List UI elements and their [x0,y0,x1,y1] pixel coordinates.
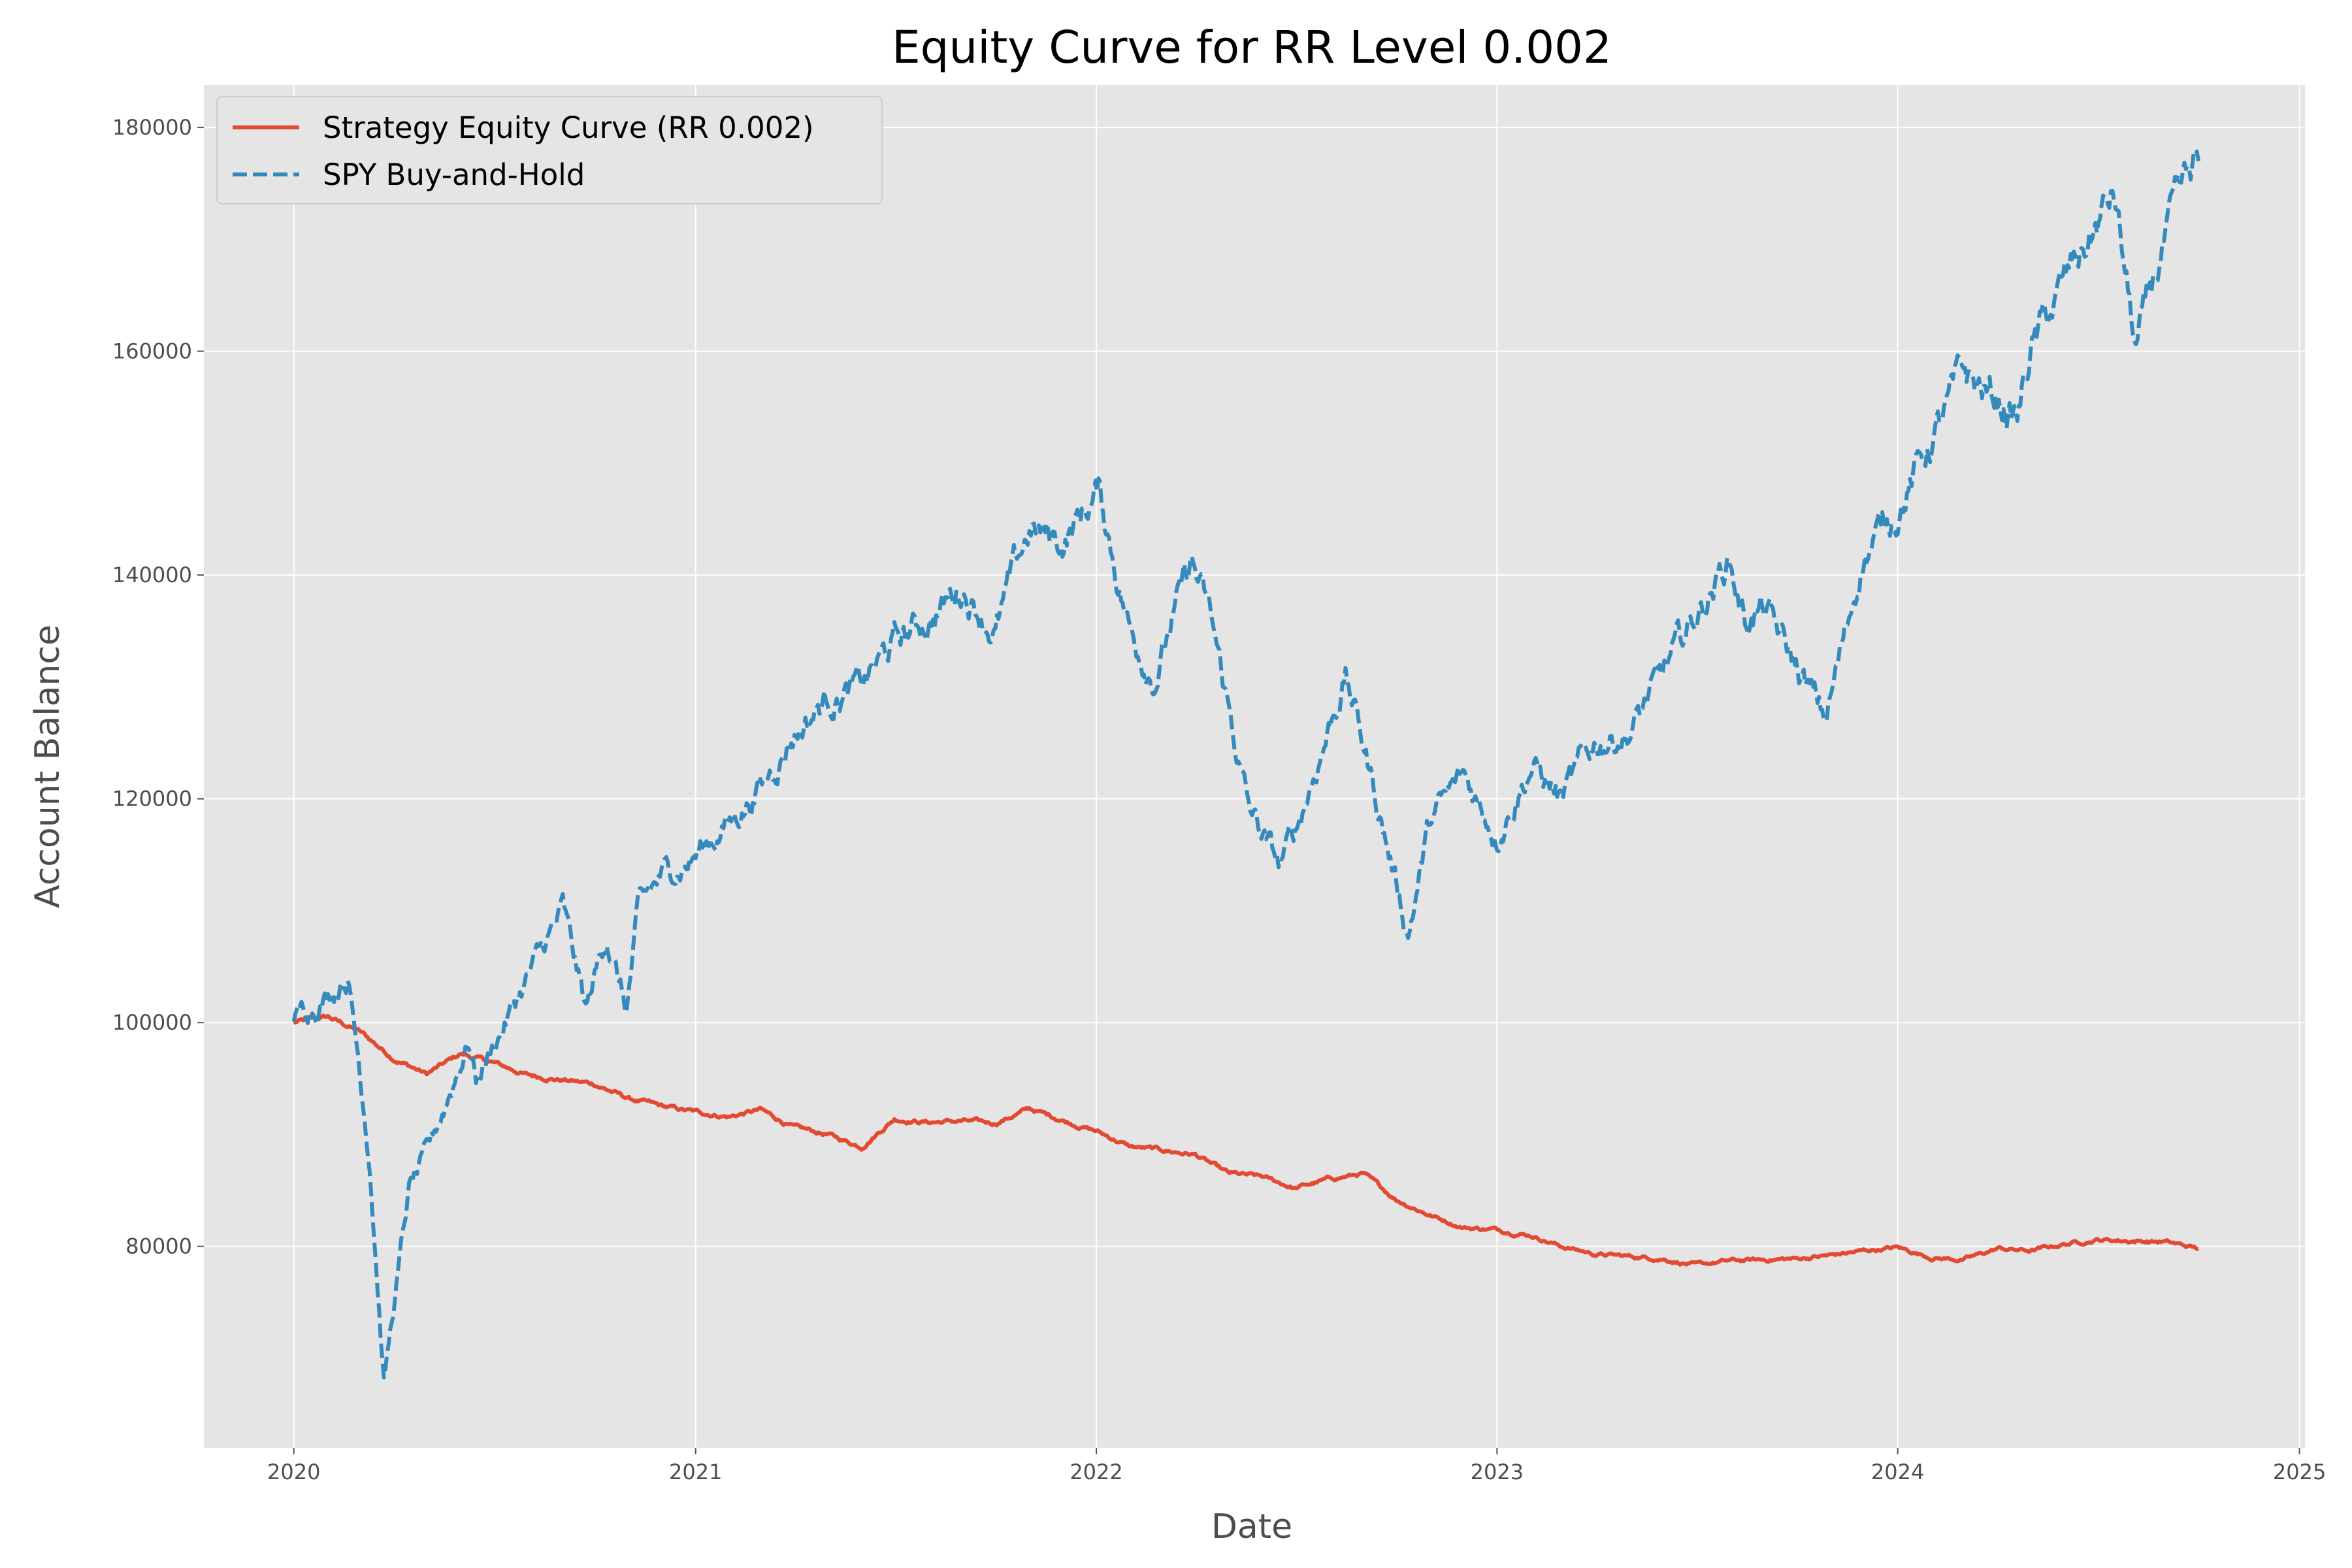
plot-background [204,85,2305,1448]
legend-frame [216,96,883,204]
legend-label-strategy: Strategy Equity Curve (RR 0.002) [323,110,814,145]
y-tick-label: 80000 [125,1234,192,1259]
y-tick-label: 160000 [112,339,192,364]
series-group [291,149,2200,1380]
x-tick-label: 2024 [1871,1460,1924,1484]
legend: Strategy Equity Curve (RR 0.002) SPY Buy… [216,96,883,204]
x-tick-label: 2023 [1471,1460,1524,1484]
x-axis: 2020 2021 2022 2023 2024 2025 [267,1448,2326,1484]
y-tick-label: 100000 [112,1010,192,1035]
spy-buy-and-hold-line [291,149,2200,1380]
chart-title: Equity Curve for RR Level 0.002 [892,22,1612,74]
x-tick-label: 2022 [1070,1460,1122,1484]
y-axis-title: Account Balance [28,625,67,908]
strategy-equity-line [293,1013,2199,1267]
y-tick-label: 180000 [112,115,192,140]
x-tick-label: 2021 [669,1460,722,1484]
y-tick-label: 140000 [112,563,192,587]
y-axis: 80000 100000 120000 140000 160000 180000 [112,115,204,1259]
legend-label-spy: SPY Buy-and-Hold [323,157,585,192]
y-tick-label: 120000 [112,787,192,811]
x-axis-title: Date [1211,1507,1292,1546]
x-tick-label: 2020 [267,1460,320,1484]
x-tick-label: 2025 [2273,1460,2326,1484]
